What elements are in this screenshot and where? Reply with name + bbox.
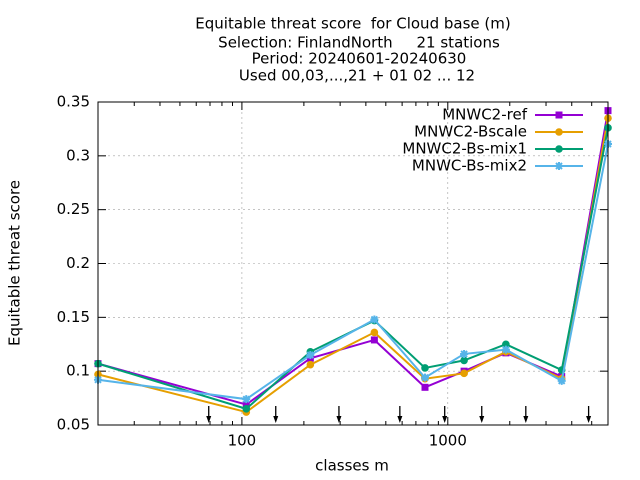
arrow-head: [273, 416, 279, 423]
legend-label: MNWC2-Bscale: [414, 123, 527, 141]
marker: [306, 351, 315, 360]
marker: [502, 340, 510, 349]
arrow-head: [442, 416, 448, 423]
y-tick-label: 0.35: [57, 93, 90, 111]
x-axis-label: classes m: [315, 457, 389, 475]
arrow-head: [206, 416, 212, 423]
plot-border: [97, 101, 609, 426]
y-tick-label: 0.15: [57, 308, 90, 326]
marker: [555, 128, 563, 136]
x-tick-label: 100: [228, 432, 257, 450]
y-tick-label: 0.2: [66, 254, 90, 272]
marker: [555, 162, 563, 170]
marker: [370, 328, 379, 337]
marker: [421, 383, 429, 391]
marker: [306, 360, 315, 369]
marker: [370, 315, 379, 324]
arrow-head: [397, 416, 403, 423]
marker: [421, 364, 429, 372]
chart-subtitle: Selection: FinlandNorth 21 stations: [218, 34, 500, 52]
series-line: [97, 110, 609, 406]
marker: [242, 395, 251, 404]
legend-label: MNWC-Bs-mix2: [412, 157, 527, 175]
arrow-head: [586, 416, 592, 423]
y-tick-label: 0.1: [66, 362, 90, 380]
x-tick-label: 1000: [429, 432, 467, 450]
series-line: [97, 117, 609, 414]
marker: [242, 401, 250, 409]
y-axis-label: Equitable threat score: [6, 180, 24, 346]
marker: [555, 145, 563, 153]
arrow-head: [523, 416, 529, 423]
marker: [370, 336, 378, 344]
marker: [460, 369, 468, 378]
legend-label: MNWC2-ref: [442, 106, 527, 124]
series-line: [97, 127, 609, 410]
arrow-head: [479, 416, 485, 423]
chart-title: Equitable threat score for Cloud base (m…: [195, 15, 510, 33]
marker: [242, 405, 251, 413]
marker: [460, 349, 469, 358]
marker: [501, 345, 510, 354]
legend-label: MNWC2-Bs-mix1: [402, 140, 527, 158]
chart-subtitle: Period: 20240601-20240630: [252, 50, 467, 68]
marker: [421, 373, 429, 382]
series-line: [97, 143, 609, 401]
y-tick-label: 0.3: [66, 146, 90, 164]
chart-subtitle: Used 00,03,...,21 + 01 02 ... 12: [239, 67, 475, 85]
y-tick-label: 0.05: [57, 416, 90, 434]
marker: [557, 376, 566, 385]
arrow-head: [336, 416, 342, 423]
y-tick-label: 0.25: [57, 200, 90, 218]
marker: [555, 111, 563, 119]
marker: [460, 356, 468, 365]
